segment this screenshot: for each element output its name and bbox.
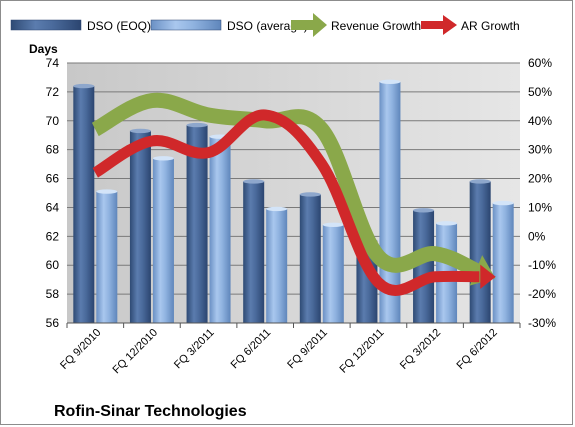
bar-body [322,224,344,323]
x-tick-label: FQ 3/2012 [398,327,443,372]
bar-body [299,194,321,323]
bar-body [152,158,174,323]
x-tick-label: FQ 9/2011 [285,327,330,372]
x-tick-label: FQ 12/2011 [338,327,387,376]
legend-arrow-head [313,13,327,37]
x-tick-label: FQ 3/2011 [172,327,217,372]
x-tick-label: FQ 9/2010 [58,327,103,372]
bar-body [186,125,208,323]
y-axis-title: Days [29,42,58,56]
y2-tick-label: 0% [528,229,546,243]
bar-cap [73,83,95,89]
bar-cap [243,179,265,184]
x-tick-label: FQ 12/2010 [110,327,160,377]
y2-tick-label: 50% [528,85,552,99]
bar-cap [96,189,118,194]
y2-tick-label: 20% [528,172,552,186]
bar-dso-average [492,200,514,323]
bar-cap [322,222,344,227]
bar-body [73,86,95,323]
bar-dso-eoq [73,83,95,323]
legend-label: DSO (average) [227,19,308,33]
bar-dso-eoq [299,192,321,323]
bar-dso-average [322,222,344,323]
y2-tick-label: 60% [528,56,552,70]
bar-cap [152,156,174,161]
y2-tick-label: 10% [528,200,552,214]
y-tick-label: 72 [46,85,60,99]
bar-cap [413,208,435,213]
legend-label: DSO (EOQ) [87,19,151,33]
legend-swatch [150,19,222,31]
y-tick-label: 74 [46,56,60,70]
legend-swatch [10,19,82,31]
legend-item: AR Growth [421,15,520,35]
y2-tick-label: -30% [528,316,556,330]
bar-cap [469,179,491,184]
bar-body [492,203,514,323]
legend-label: Revenue Growth [331,19,421,33]
bar-cap [492,200,514,206]
bar-dso-eoq [243,179,265,323]
bar-cap [266,206,288,212]
bar-body [209,136,231,323]
bar-cap [299,192,321,197]
bar-dso-average [96,189,118,323]
bar-body [469,181,491,323]
bar-cap [186,122,208,128]
y-tick-label: 60 [46,258,60,272]
x-tick-label: FQ 6/2011 [229,327,274,372]
legend-item: DSO (EOQ) [10,19,151,33]
ar-growth-arrow [92,109,496,296]
bar-dso-average [209,134,231,323]
bar-dso-eoq [129,128,151,323]
bar-body [96,191,118,323]
bar-body [129,130,151,323]
bar-dso-eoq [186,122,208,323]
y2-tick-label: -10% [528,258,556,272]
bar-body [413,210,435,323]
bar-dso-eoq [469,179,491,323]
x-tick-label: FQ 6/2012 [455,327,500,372]
legend-label: AR Growth [461,19,520,33]
growth-lines [91,92,496,296]
y-tick-label: 56 [46,316,60,330]
y-tick-label: 70 [46,114,60,128]
y-tick-label: 58 [46,287,60,301]
arrow-head [480,264,496,289]
y-tick-label: 66 [46,172,60,186]
y2-tick-label: 30% [528,143,552,157]
legend-item: DSO (average) [150,19,308,33]
bar-dso-average [266,206,288,323]
bar-cap [379,79,401,84]
chart-title: Rofin-Sinar Technologies [54,403,247,420]
arrow-shaft [91,92,480,278]
bar-body [266,208,288,323]
y-tick-label: 64 [46,200,60,214]
bar-cap [129,128,151,134]
bar-body [243,181,265,323]
y-tick-label: 62 [46,229,60,243]
legend-item: Revenue Growth [291,13,421,37]
legend-arrow-head [443,15,457,35]
bar-dso-eoq [413,208,435,323]
bar-cap [436,221,458,226]
bar-dso-average [152,156,174,323]
y2-tick-label: -20% [528,287,556,301]
y2-tick-label: 40% [528,114,552,128]
legend: DSO (EOQ) DSO (average) Revenue Growth AR G… [10,13,520,37]
y-tick-label: 68 [46,143,60,157]
arrow-shaft [92,109,480,296]
